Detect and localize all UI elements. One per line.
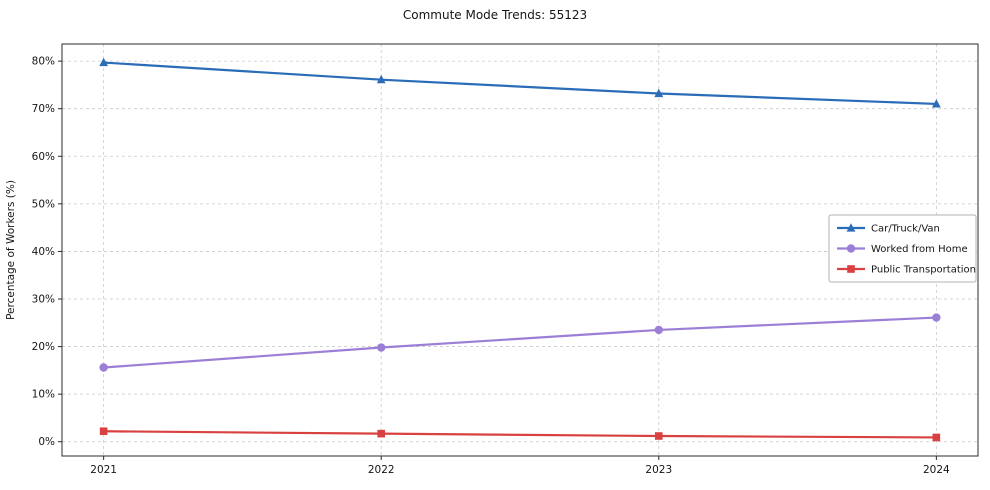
x-tick-label: 2021 <box>90 464 117 476</box>
y-tick-label: 30% <box>32 294 55 306</box>
y-tick-label: 20% <box>32 341 55 353</box>
legend-label: Worked from Home <box>871 244 968 255</box>
legend-item: Public Transportation <box>837 265 976 276</box>
legend-item: Worked from Home <box>837 244 968 255</box>
legend: Car/Truck/Van Worked from Home Public Tran… <box>828 214 977 283</box>
y-tick-label: 40% <box>32 246 55 258</box>
legend-label: Car/Truck/Van <box>871 224 940 235</box>
y-tick-label: 80% <box>32 56 55 68</box>
legend-box <box>828 214 977 283</box>
series-line <box>103 61 937 106</box>
legend-label: Public Transportation <box>871 265 976 276</box>
y-tick-label: 60% <box>32 151 55 163</box>
axis-tick-labels: 0% 10% 20% 30% 40% 50% 60% 70% 80% 2021 2022 2023 20… <box>32 56 950 476</box>
axis-ticks <box>58 60 937 460</box>
series-public-transportation <box>99 427 941 442</box>
square-marker <box>377 429 386 438</box>
legend-item: Car/Truck/Van <box>837 223 940 235</box>
circle-marker <box>99 363 108 372</box>
square-marker <box>654 432 663 440</box>
triangle-marker <box>99 57 109 67</box>
y-tick-label: 0% <box>38 436 55 448</box>
circle-marker <box>932 313 941 322</box>
triangle-marker <box>931 99 941 108</box>
series-worked-from-home <box>99 313 941 372</box>
x-tick-label: 2023 <box>645 464 672 476</box>
circle-marker <box>654 325 663 335</box>
plot-border <box>61 43 979 457</box>
x-tick-label: 2024 <box>923 464 950 476</box>
y-tick-label: 50% <box>32 198 55 210</box>
square-marker <box>932 433 941 442</box>
y-tick-label: 70% <box>32 103 55 115</box>
square-marker <box>99 427 108 436</box>
triangle-marker <box>654 88 664 98</box>
series-car-truck-van <box>99 57 941 108</box>
chart-title: Commute Mode Trends: 55123 <box>402 8 588 22</box>
triangle-marker <box>376 74 386 84</box>
series-line <box>103 316 937 369</box>
circle-marker <box>846 244 856 253</box>
x-tick-label: 2022 <box>368 464 395 476</box>
square-marker <box>847 265 855 273</box>
series-line <box>103 430 937 439</box>
y-tick-label: 10% <box>32 389 55 401</box>
triangle-marker <box>846 223 856 232</box>
circle-marker <box>377 343 386 352</box>
y-axis-label: Percentage of Workers (%) <box>5 180 17 320</box>
